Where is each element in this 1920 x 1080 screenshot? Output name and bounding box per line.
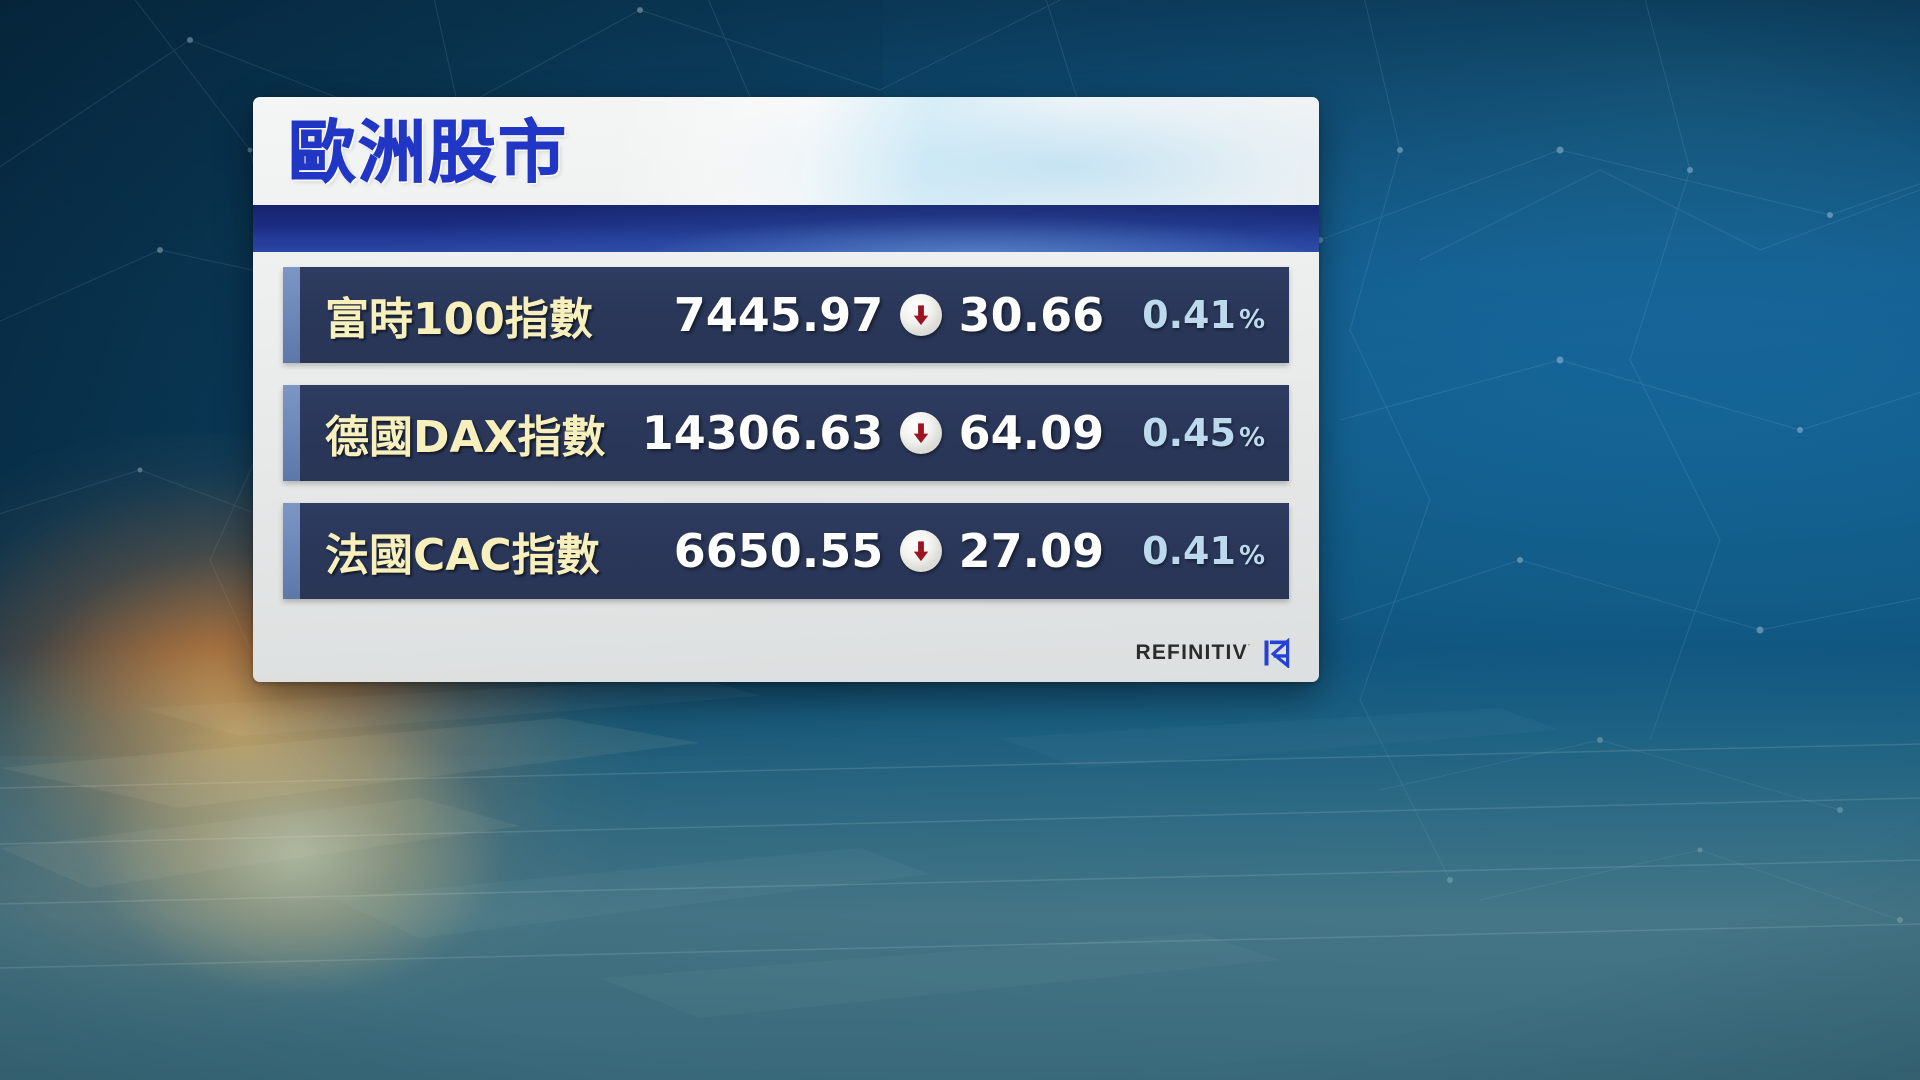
row-accent-bar	[283, 385, 300, 481]
table-row[interactable]: 法國CAC指數 6650.55 27.09 0.41%	[283, 503, 1289, 599]
arrow-down-circle-icon	[899, 294, 942, 336]
row-accent-bar	[283, 267, 300, 363]
refinitiv-wordmark: REFINITIV´	[1135, 641, 1252, 665]
index-value: 6650.55	[673, 524, 884, 578]
reflective-floor-decoration	[0, 648, 1920, 1080]
index-change: 64.09	[958, 406, 1105, 460]
index-percent: 0.45%	[1142, 411, 1289, 455]
direction-cell	[883, 412, 958, 454]
index-table: 富時100指數 7445.97 30.66 0.41% 德國DAX指數 1430…	[283, 267, 1289, 599]
arrow-down-circle-icon	[899, 412, 942, 454]
direction-cell	[883, 294, 958, 336]
title-divider-band	[253, 205, 1319, 252]
card-sheen-glow-decoration	[658, 97, 1319, 209]
index-change: 30.66	[958, 288, 1105, 342]
index-name: 富時100指數	[325, 294, 593, 345]
index-percent-value: 0.45	[1142, 411, 1236, 455]
percent-symbol: %	[1238, 541, 1265, 571]
index-value: 7445.97	[673, 288, 884, 342]
direction-cell	[883, 530, 958, 572]
index-name: 德國DAX指數	[325, 412, 606, 463]
index-name: 法國CAC指數	[325, 530, 600, 581]
refinitiv-wordmark-text: REFINITIV	[1135, 641, 1248, 664]
index-value: 14306.63	[641, 406, 884, 460]
table-row[interactable]: 富時100指數 7445.97 30.66 0.41%	[283, 267, 1289, 363]
percent-symbol: %	[1238, 305, 1265, 335]
index-percent: 0.41%	[1142, 529, 1289, 573]
floor-streaks-decoration	[0, 678, 1920, 969]
market-summary-card: 歐洲股市 富時100指數 7445.97 30.66 0.41%	[253, 97, 1319, 682]
band-gloss-decoration	[253, 205, 1319, 252]
page-title: 歐洲股市	[287, 114, 569, 193]
index-change: 27.09	[958, 524, 1105, 578]
percent-symbol: %	[1238, 423, 1265, 453]
trademark-symbol: ´	[1247, 643, 1252, 653]
arrow-down-circle-icon	[899, 530, 942, 572]
index-percent-value: 0.41	[1142, 529, 1236, 573]
data-provider-attribution: REFINITIV´	[1135, 638, 1291, 668]
refinitiv-bracket-icon	[1264, 638, 1290, 668]
table-row[interactable]: 德國DAX指數 14306.63 64.09 0.45%	[283, 385, 1289, 481]
row-accent-bar	[283, 503, 300, 599]
index-percent: 0.41%	[1142, 293, 1289, 337]
index-percent-value: 0.41	[1142, 293, 1236, 337]
